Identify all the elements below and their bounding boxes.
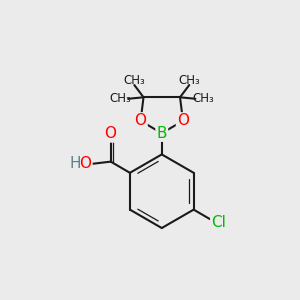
Text: O: O [80,157,92,172]
Text: CH₃: CH₃ [124,74,145,86]
Text: B: B [157,126,167,141]
Text: Cl: Cl [211,215,226,230]
Text: CH₃: CH₃ [178,74,200,86]
Text: H: H [70,156,81,171]
Text: O: O [177,113,189,128]
Text: CH₃: CH₃ [193,92,214,105]
Text: O: O [104,127,116,142]
Text: O: O [135,113,147,128]
Text: CH₃: CH₃ [109,92,131,105]
